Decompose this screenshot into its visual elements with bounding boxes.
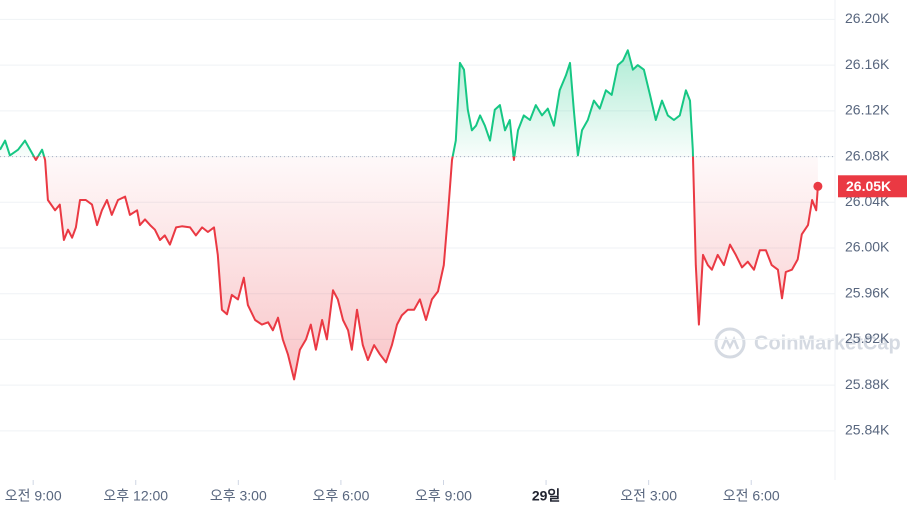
- x-tick-label: 29일: [532, 488, 560, 504]
- watermark: CoinMarketCap: [714, 327, 901, 359]
- y-tick-label: 26.16K: [845, 56, 890, 72]
- price-area: [0, 50, 818, 380]
- y-tick-label: 26.00K: [845, 239, 890, 255]
- watermark-text: CoinMarketCap: [754, 332, 901, 354]
- y-tick-label: 25.96K: [845, 284, 890, 300]
- y-tick-label: 25.92K: [845, 330, 890, 346]
- y-tick-label: 26.12K: [845, 102, 890, 118]
- x-tick-label: 오전 3:00: [620, 488, 677, 504]
- watermark-logo-mark: [720, 335, 740, 350]
- current-point: [813, 181, 823, 191]
- x-tick-label: 오전 6:00: [723, 488, 780, 504]
- price-line: [0, 49, 819, 381]
- y-tick-label: 26.08K: [845, 147, 890, 163]
- current-price-box: [838, 175, 907, 198]
- current-price-label: 26.05K: [846, 178, 891, 194]
- x-tick-label: 오후 9:00: [415, 488, 472, 504]
- x-tick-label: 오후 6:00: [312, 488, 369, 504]
- y-tick-label: 26.20K: [845, 10, 890, 26]
- x-tick-label: 오전 9:00: [5, 488, 62, 504]
- y-tick-label: 25.88K: [845, 376, 890, 392]
- x-tick-label: 오후 3:00: [210, 488, 267, 504]
- watermark-logo: [714, 327, 746, 359]
- y-tick-label: 25.84K: [845, 422, 890, 438]
- x-tick-label: 오후 12:00: [103, 488, 168, 504]
